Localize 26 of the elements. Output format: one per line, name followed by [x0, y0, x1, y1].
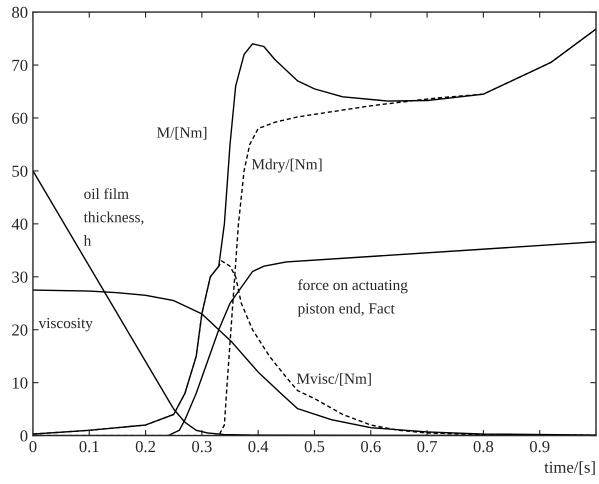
x-tick-label: 0.3 [192, 440, 212, 452]
x-tick-label: 0.7 [417, 440, 438, 452]
series-label: viscosity [38, 318, 93, 332]
x-tick-label: 0.5 [304, 440, 324, 452]
series-label: M/[Nm] [157, 126, 206, 140]
y-tick-label: 70 [12, 60, 28, 71]
x-tick-label: 0.1 [79, 440, 99, 452]
x-tick-label: 0 [29, 440, 36, 452]
x-tick-label: 0.2 [136, 440, 156, 452]
series-label: oil film thickness, h [84, 188, 144, 246]
x-tick-label: 0.9 [530, 440, 550, 452]
y-tick-label: 30 [12, 271, 28, 283]
y-tick-label: 0 [20, 430, 28, 442]
y-tick-label: 60 [12, 112, 28, 124]
y-tick-label: 80 [12, 6, 28, 18]
y-tick-label: 10 [12, 377, 28, 389]
y-tick-label: 20 [12, 324, 28, 336]
x-tick-label: 0.6 [361, 440, 381, 452]
y-tick-label: 40 [12, 218, 28, 230]
x-tick-label: 0.4 [248, 440, 268, 452]
series-label: force on actuating piston end, Fact [298, 279, 408, 317]
series-label: Mdry/[Nm] [252, 158, 322, 173]
series-label: Mvisc/[Nm] [296, 373, 371, 386]
x-axis-title: time/[s] [544, 461, 595, 475]
x-tick-label: 0.8 [474, 440, 494, 452]
y-tick-label: 50 [12, 166, 28, 177]
